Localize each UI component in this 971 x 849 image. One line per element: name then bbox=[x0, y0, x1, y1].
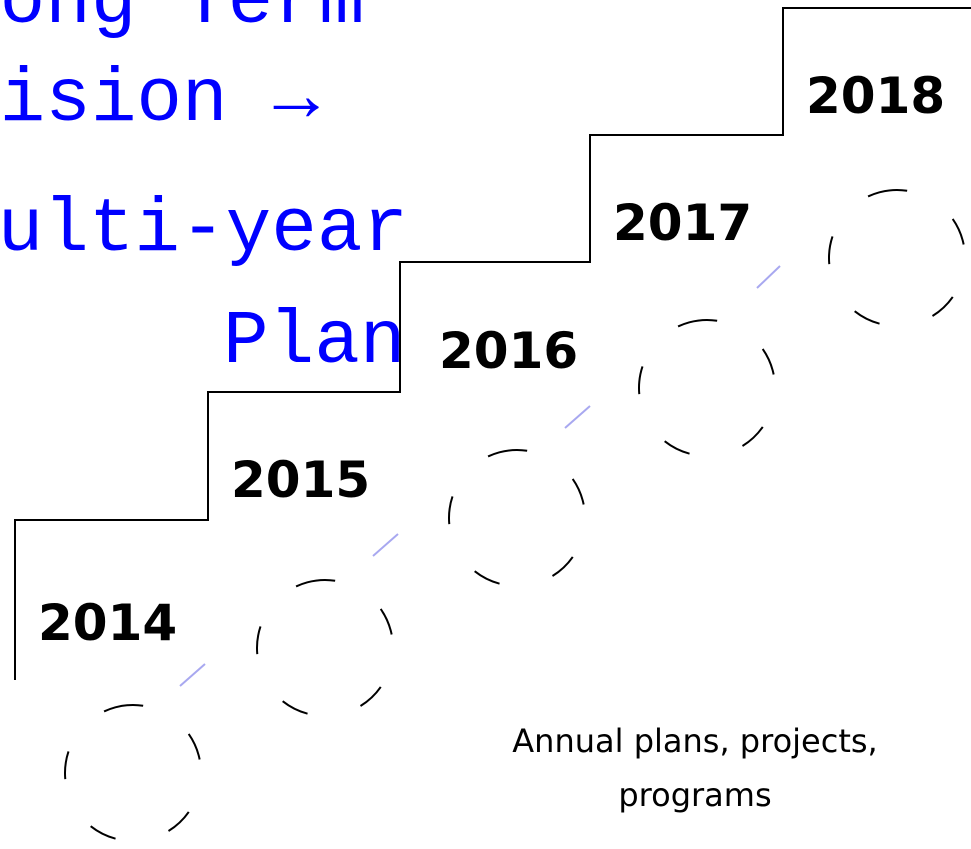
step-year: 2016 bbox=[439, 322, 578, 380]
connector bbox=[179, 663, 206, 687]
step-year: 2017 bbox=[613, 194, 752, 252]
dashed-circle bbox=[256, 578, 394, 717]
vision-line: Vision → bbox=[0, 57, 319, 143]
dashed-circle bbox=[448, 449, 586, 587]
vision-line: Multi-year bbox=[0, 187, 408, 273]
caption: Annual plans, projects, bbox=[512, 722, 877, 760]
connector bbox=[372, 533, 399, 557]
vision-line: Long Term bbox=[0, 0, 364, 45]
stairs bbox=[14, 7, 971, 680]
circles bbox=[64, 189, 966, 842]
step-year: 2015 bbox=[231, 451, 370, 509]
dashed-circle bbox=[638, 319, 776, 457]
connector bbox=[756, 265, 781, 289]
connector bbox=[564, 405, 591, 429]
step-year: 2014 bbox=[38, 594, 177, 652]
caption: programs bbox=[618, 776, 771, 814]
connectors bbox=[179, 265, 781, 687]
dashed-circle bbox=[828, 189, 966, 327]
vision-line: Plan bbox=[223, 299, 405, 385]
step-year: 2018 bbox=[806, 67, 945, 125]
dashed-circle bbox=[64, 704, 202, 842]
